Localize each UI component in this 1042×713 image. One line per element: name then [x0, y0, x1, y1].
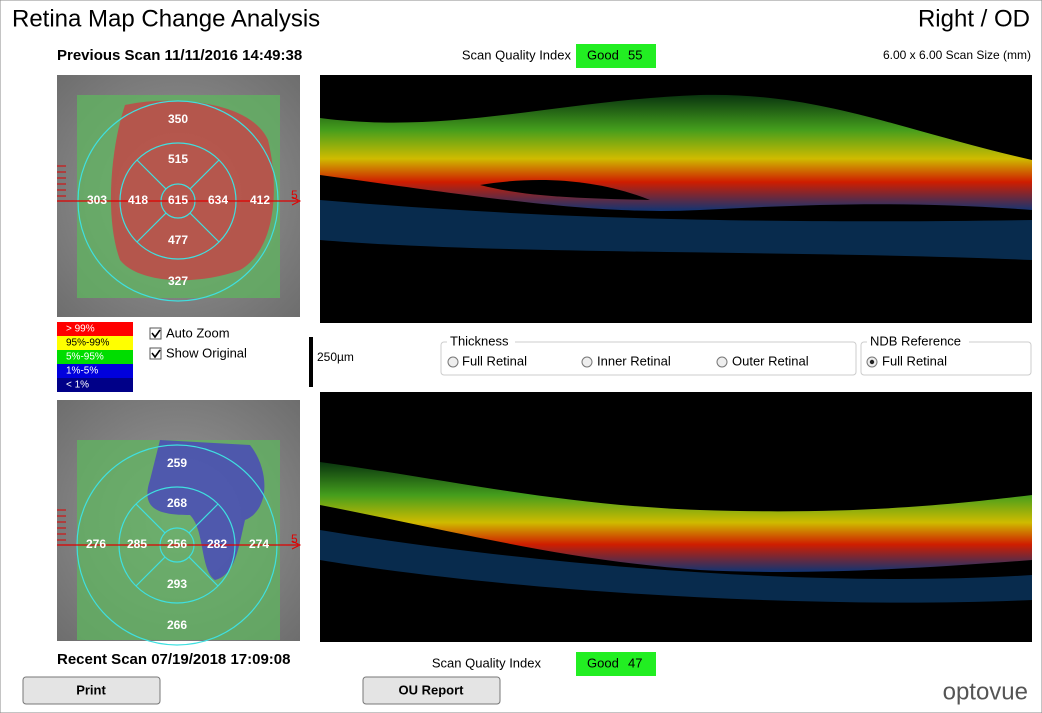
thickness-value: 285 [127, 537, 147, 551]
radio-label: Inner Retinal [597, 353, 671, 368]
thickness-value: 266 [167, 618, 187, 632]
grid-spoke [189, 212, 220, 243]
group-title: Thickness [450, 333, 509, 348]
quality-badge [576, 652, 656, 676]
previous-scan-label: Previous Scan 11/11/2016 14:49:38 [57, 47, 302, 64]
button-label: Print [76, 682, 106, 697]
grid-spoke [188, 556, 219, 587]
logo: optovue [943, 678, 1028, 705]
quality-status: Good [587, 655, 619, 670]
quality-score: 47 [628, 655, 642, 670]
radio-inner[interactable]: Inner Retinal [581, 353, 671, 368]
quality-status: Good [587, 47, 619, 62]
thickness-value: 268 [167, 496, 187, 510]
grid-spoke [136, 212, 167, 243]
scan-marker: 5 [291, 532, 298, 546]
radio-full[interactable]: Full Retinal [447, 353, 527, 368]
group-title-bg [867, 335, 969, 349]
fundus-recent [57, 400, 300, 641]
thickness-value: 256 [167, 537, 187, 551]
ou-report-button[interactable]: OU Report [362, 676, 501, 705]
thickness-value: 418 [128, 193, 148, 207]
thickness-value: 274 [249, 537, 269, 551]
grid-spoke [135, 556, 166, 587]
thickness-value: 412 [250, 193, 270, 207]
quality-badge [576, 44, 656, 68]
grid-spoke [188, 503, 219, 534]
etdrs-grid: 5 259 268 276 285 256 282 274 293 266 [57, 444, 302, 646]
color-legend [57, 322, 133, 392]
scan-marker: 5 [291, 188, 298, 202]
scan-arrow [291, 196, 302, 206]
legend-item: 1%-5% [66, 366, 98, 377]
etdrs-grid: 5 350 515 303 418 615 634 412 477 327 [57, 100, 302, 302]
radio-label: Full Retinal [462, 353, 527, 368]
thickness-value: 276 [86, 537, 106, 551]
scale-bar [309, 337, 313, 387]
group-title: NDB Reference [870, 333, 961, 348]
radio-label: Full Retinal [882, 353, 947, 368]
thickness-value: 515 [168, 152, 188, 166]
thickness-value: 477 [168, 233, 188, 247]
thickness-value: 327 [168, 274, 188, 288]
legend-item: 95%-99% [66, 338, 109, 349]
thickness-value: 350 [168, 112, 188, 126]
grid-spoke [189, 159, 220, 190]
thickness-value: 293 [167, 577, 187, 591]
legend-item: < 1% [66, 380, 89, 391]
eye: Right / OD [918, 5, 1030, 32]
thickness-value: 303 [87, 193, 107, 207]
group-title-bg [447, 335, 515, 349]
quality-label: Scan Quality Index [462, 47, 572, 62]
checkbox-label: Auto Zoom [166, 325, 230, 340]
title: Retina Map Change Analysis [12, 5, 320, 32]
quality-label: Scan Quality Index [432, 655, 542, 670]
button-label: OU Report [399, 682, 465, 697]
scan-arrow [291, 540, 302, 550]
radio-outer[interactable]: Outer Retinal [716, 353, 809, 368]
thickness-value: 634 [208, 193, 228, 207]
recent-scan-label: Recent Scan 07/19/2018 17:09:08 [57, 651, 291, 668]
checkbox-label: Show Original [166, 345, 247, 360]
quality-score: 55 [628, 47, 642, 62]
show-original-checkbox[interactable]: Show Original [149, 345, 247, 360]
legend-item: > 99% [66, 324, 95, 335]
thickness-value: 259 [167, 456, 187, 470]
thickness-value: 615 [168, 193, 188, 207]
print-button[interactable]: Print [22, 676, 161, 705]
oct-recent [320, 392, 1032, 642]
auto-zoom-checkbox[interactable]: Auto Zoom [149, 325, 230, 340]
scan-size: 6.00 x 6.00 Scan Size (mm) [883, 48, 1031, 62]
fundus-previous [57, 75, 300, 317]
radio-label: Outer Retinal [732, 353, 809, 368]
grid-spoke [136, 159, 167, 190]
legend-item: 5%-95% [66, 352, 104, 363]
oct-previous [320, 75, 1032, 323]
radio-ndb-full[interactable]: Full Retinal [866, 353, 947, 368]
thickness-value: 282 [207, 537, 227, 551]
grid-spoke [135, 503, 166, 534]
thickness-group [440, 341, 857, 376]
scale-label: 250µm [317, 350, 354, 364]
